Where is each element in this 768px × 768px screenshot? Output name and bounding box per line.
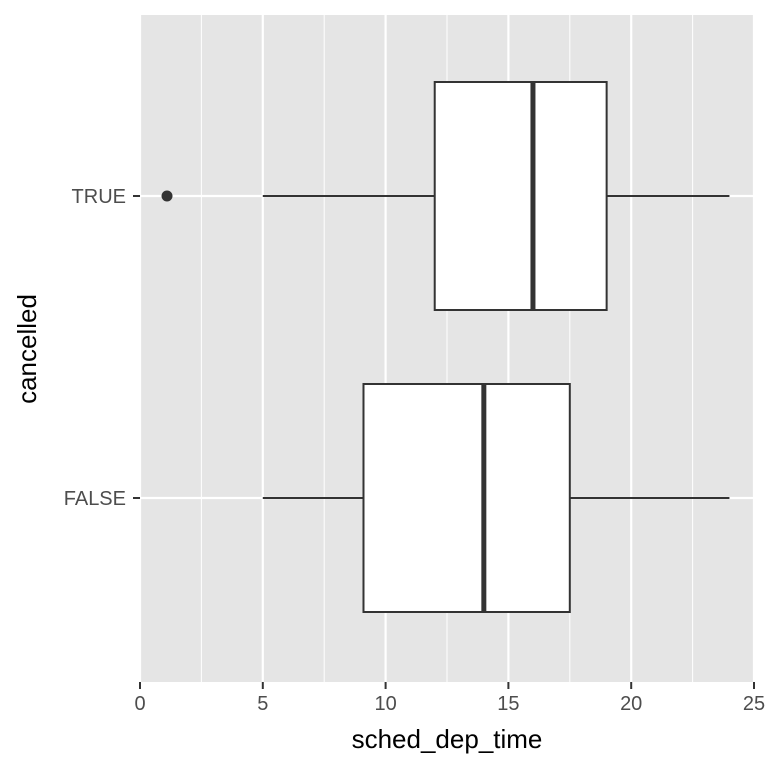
axes: 0 5 10 15 20 25 TRUE FALSE <box>64 186 765 715</box>
x-axis-title: sched_dep_time <box>352 724 543 754</box>
y-tick-label: FALSE <box>64 488 126 510</box>
x-tick-label: 0 <box>134 693 145 715</box>
x-tick-label: 10 <box>374 693 396 715</box>
y-tick-label: TRUE <box>72 186 126 208</box>
boxes <box>161 81 730 613</box>
iqr-box <box>433 81 608 311</box>
x-tick-label: 15 <box>497 693 519 715</box>
x-tick-label: 5 <box>257 693 268 715</box>
iqr-box <box>362 383 571 613</box>
x-tick-label: 25 <box>743 693 765 715</box>
x-tick-label: 20 <box>620 693 642 715</box>
outlier-point <box>161 190 173 202</box>
y-axis-title: cancelled <box>12 294 42 404</box>
